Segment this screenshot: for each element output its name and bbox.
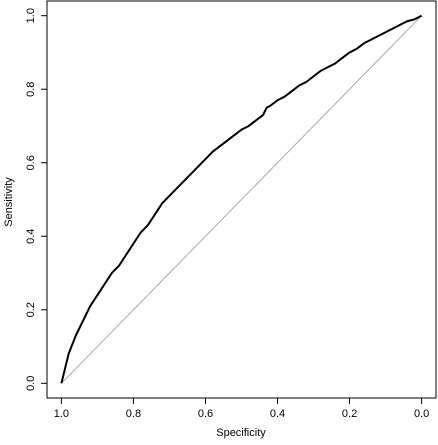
x-axis: 1.0 0.8 0.6 0.4 0.2 0.0 [54,398,429,420]
y-axis-title: Sensitivity [3,177,15,227]
y-tick-label: 1.0 [25,8,37,23]
x-tick-label: 0.4 [270,408,285,420]
y-tick-label: 0.0 [25,376,37,391]
y-tick-label: 0.4 [25,229,37,244]
x-tick-label: 1.0 [54,408,69,420]
roc-curve [60,14,423,384]
x-tick-label: 0.0 [414,408,429,420]
x-tick-label: 0.8 [126,408,141,420]
y-axis: 0.0 0.2 0.4 0.6 0.8 1.0 [25,8,47,391]
y-tick-label: 0.8 [25,82,37,97]
x-axis-title: Specificity [216,427,266,439]
plot-frame [46,0,437,399]
x-tick-label: 0.6 [198,408,213,420]
y-tick-label: 0.6 [25,155,37,170]
diagonal-reference-line [61,15,422,384]
x-tick-label: 0.2 [342,408,357,420]
y-tick-label: 0.2 [25,302,37,317]
